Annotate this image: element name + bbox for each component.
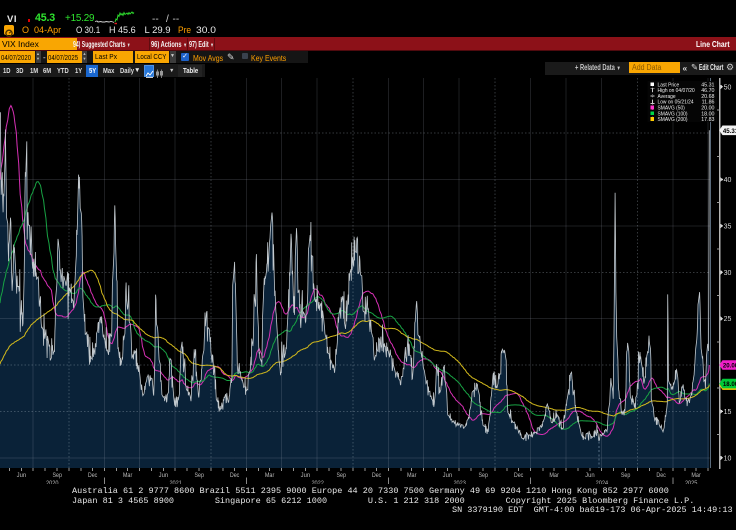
svg-text:Dec: Dec [514,472,524,479]
svg-text:Sep: Sep [621,472,631,479]
svg-text:Average: Average [658,94,676,101]
svg-text:46.70: 46.70 [701,88,714,94]
svg-text:30: 30 [724,270,732,277]
svg-text:SMAVG (100): SMAVG (100) [658,111,688,118]
svg-text:Mar: Mar [407,472,417,479]
svg-text:Mar: Mar [691,472,701,479]
svg-text:Sep: Sep [478,472,488,479]
svg-text:Dec: Dec [230,472,240,479]
svg-text:40: 40 [724,177,732,184]
svg-text:Dec: Dec [656,472,666,479]
svg-text:Sep: Sep [194,472,204,479]
svg-text:Sep: Sep [52,472,62,479]
svg-text:2020: 2020 [46,480,59,484]
svg-text:50: 50 [724,84,732,91]
svg-text:45.31: 45.31 [723,128,736,135]
svg-text:25: 25 [724,316,732,323]
svg-text:2024: 2024 [596,480,609,484]
svg-text:17.83: 17.83 [701,117,714,123]
svg-text:Dec: Dec [88,472,98,479]
svg-text:Mar: Mar [265,472,275,479]
svg-text:15: 15 [724,409,732,416]
svg-text:2023: 2023 [453,480,466,484]
svg-text:18.00: 18.00 [723,381,736,388]
svg-text:20.00: 20.00 [723,362,736,369]
svg-text:Jun: Jun [443,472,453,479]
svg-text:18.00: 18.00 [701,111,714,117]
svg-text:2025: 2025 [685,480,698,484]
svg-text:20.68: 20.68 [701,94,714,100]
svg-text:Sep: Sep [336,472,346,479]
svg-text:Mar: Mar [549,472,559,479]
svg-text:10: 10 [724,455,732,462]
svg-text:Last Price: Last Price [658,82,680,89]
svg-text:Jun: Jun [301,472,311,479]
svg-text:High on 04/07/20: High on 04/07/20 [658,88,695,95]
svg-text:45.31: 45.31 [701,82,714,88]
svg-text:SMAVG (50): SMAVG (50) [658,105,685,112]
svg-text:Mar: Mar [123,472,133,479]
svg-text:Jun: Jun [159,472,169,479]
svg-text:2022: 2022 [311,480,324,484]
svg-text:Low on 05/21/24: Low on 05/21/24 [658,99,694,106]
svg-text:11.86: 11.86 [702,99,715,105]
svg-text:Jun: Jun [17,472,27,479]
svg-text:SMAVG (200): SMAVG (200) [658,117,688,124]
svg-text:35: 35 [724,223,732,230]
svg-text:2021: 2021 [169,480,182,484]
svg-text:Dec: Dec [372,472,382,479]
svg-text:20.00: 20.00 [701,105,714,111]
svg-text:Jun: Jun [585,472,595,479]
